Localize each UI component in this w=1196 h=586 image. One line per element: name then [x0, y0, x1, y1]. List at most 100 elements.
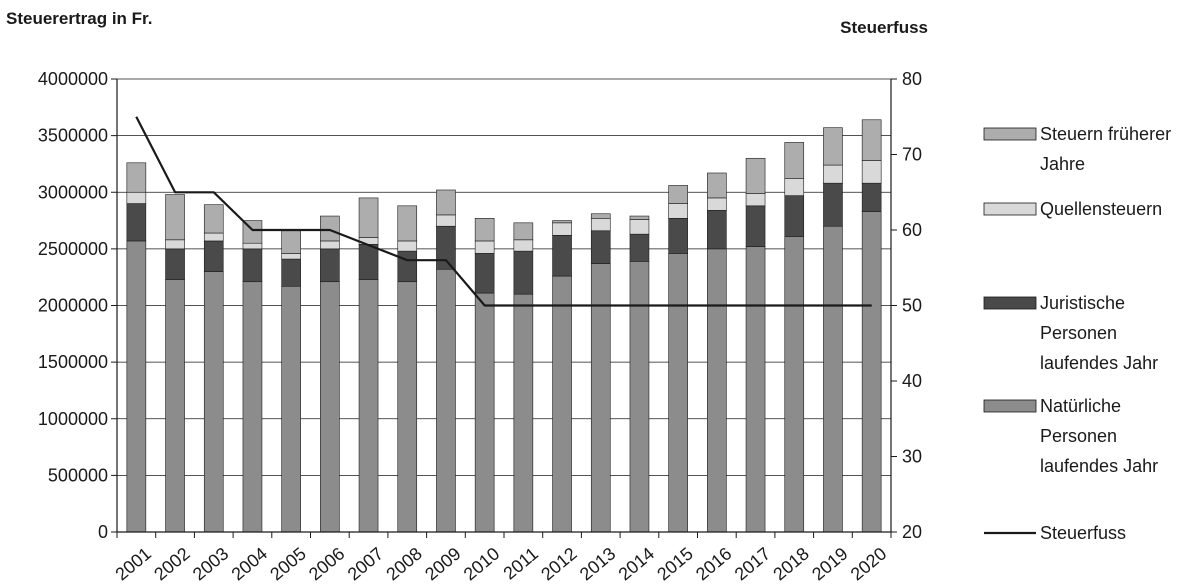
- steuerfuss-line-series: [135, 116, 872, 307]
- bar-segment: [590, 263, 611, 533]
- x-axis-tick-label: 2011: [500, 543, 543, 583]
- left-axis-tick-label: 3500000: [38, 126, 108, 146]
- bar-segment: [513, 293, 534, 533]
- bar-segment: [823, 164, 843, 184]
- bar-series: [126, 119, 882, 533]
- bar-segment: [861, 182, 882, 212]
- right-axis-tick-label: 80: [902, 69, 922, 89]
- legend-label: Personen: [1040, 323, 1117, 343]
- bar-segment: [707, 197, 727, 211]
- x-axis-tick-label: 2019: [808, 543, 852, 584]
- bar-segment: [784, 236, 805, 533]
- bar-segment: [358, 244, 379, 280]
- x-axis-tick-label: 2005: [266, 543, 310, 584]
- bar-segment: [823, 127, 843, 166]
- bar-segment: [126, 203, 147, 242]
- bar-segment: [668, 253, 688, 533]
- bar-segment: [745, 246, 766, 533]
- bar-segment: [474, 217, 495, 242]
- bar-segment: [397, 205, 418, 242]
- bar-segment: [126, 162, 147, 193]
- legend-swatch-fy: [983, 127, 1037, 141]
- bar-segment: [165, 248, 185, 280]
- x-axis-tick-label: 2018: [769, 543, 813, 584]
- bar-segment: [436, 189, 456, 216]
- bar-segment: [629, 215, 650, 220]
- bar-segment: [668, 185, 688, 204]
- x-axis-tick-label: 2017: [731, 543, 775, 584]
- x-axis-tick-label: 2003: [189, 543, 233, 584]
- bar-segment: [436, 214, 456, 227]
- x-axis-tick-label: 2020: [847, 543, 891, 584]
- bar-segment: [784, 178, 805, 196]
- bar-segment: [126, 240, 147, 533]
- legend-swatch-np: [983, 399, 1037, 413]
- bar-segment: [474, 253, 495, 294]
- bar-segment: [861, 119, 882, 161]
- bar-segment: [203, 271, 224, 533]
- legend-label: Steuern früherer: [1040, 124, 1171, 144]
- bar-segment: [203, 232, 224, 242]
- x-axis-tick-label: 2002: [150, 543, 194, 584]
- bar-segment: [320, 240, 340, 250]
- bar-segment: [242, 248, 263, 283]
- bar-segment: [629, 233, 650, 262]
- bar-segment: [629, 219, 650, 235]
- bar-segment: [590, 230, 611, 264]
- bar-segment: [784, 195, 805, 237]
- bar-segment: [552, 220, 572, 224]
- bar-segment: [397, 250, 418, 283]
- legend-label: Natürliche: [1040, 396, 1121, 416]
- bar-segment: [320, 248, 340, 283]
- legend-label: laufendes Jahr: [1040, 353, 1158, 373]
- left-axis-tick-label: 1500000: [38, 352, 108, 372]
- x-axis-tick-label: 2012: [537, 543, 581, 584]
- bar-segment: [745, 193, 766, 207]
- bar-segment: [513, 222, 534, 241]
- left-axis-tick-label: 2000000: [38, 296, 108, 316]
- right-axis-tick-label: 30: [902, 447, 922, 467]
- bar-segment: [397, 240, 418, 252]
- legend-label: laufendes Jahr: [1040, 456, 1158, 476]
- bar-segment: [436, 225, 456, 270]
- right-axis-tick-label: 20: [902, 522, 922, 542]
- bar-segment: [281, 253, 301, 260]
- bar-segment: [358, 197, 379, 238]
- bar-segment: [242, 242, 263, 250]
- bar-segment: [281, 285, 301, 533]
- x-axis-tick-label: 2010: [460, 543, 504, 584]
- x-axis-tick-label: 2015: [653, 543, 697, 584]
- bar-segment: [707, 248, 727, 533]
- legend-label: Quellensteuern: [1040, 199, 1162, 219]
- bar-segment: [165, 279, 185, 533]
- bar-segment: [474, 240, 495, 254]
- x-axis-tick-label: 2007: [344, 543, 388, 584]
- bar-segment: [474, 292, 495, 533]
- bar-segment: [590, 213, 611, 219]
- bar-segment: [823, 225, 843, 533]
- right-axis-tick-label: 70: [902, 145, 922, 165]
- legend-label: Personen: [1040, 426, 1117, 446]
- x-axis-tick-label: 2008: [382, 543, 426, 584]
- legend-swatch-jp: [983, 296, 1037, 310]
- right-axis-tick-label: 60: [902, 220, 922, 240]
- bar-segment: [203, 240, 224, 272]
- left-axis-tick-label: 1000000: [38, 409, 108, 429]
- bar-segment: [707, 172, 727, 199]
- legend-label: Jahre: [1040, 154, 1085, 174]
- x-axis-tick-label: 2001: [111, 543, 155, 584]
- left-axis-tick-label: 4000000: [38, 69, 108, 89]
- x-axis-tick-label: 2016: [692, 543, 736, 584]
- bar-segment: [629, 261, 650, 533]
- bar-segment: [668, 203, 688, 219]
- bar-segment: [590, 217, 611, 232]
- right-axis-tick-label: 40: [902, 371, 922, 391]
- left-axis-title: Steuerertrag in Fr.: [6, 9, 152, 28]
- left-axis-tick-label: 500000: [48, 465, 108, 485]
- x-axis-tick-label: 2009: [421, 543, 465, 584]
- bar-segment: [242, 281, 263, 533]
- bar-segment: [668, 217, 688, 254]
- legend-label: Steuerfuss: [1040, 523, 1126, 543]
- bar-segment: [436, 268, 456, 533]
- bar-segment: [281, 258, 301, 287]
